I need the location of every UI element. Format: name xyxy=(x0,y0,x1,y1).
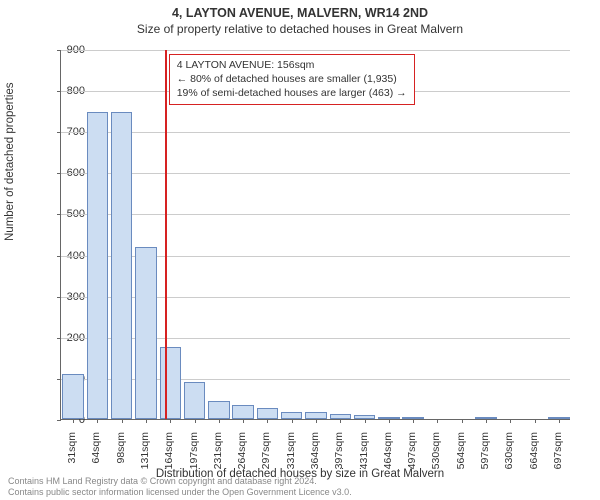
title-sub: Size of property relative to detached ho… xyxy=(0,22,600,36)
x-tick-mark xyxy=(267,419,268,423)
x-tick-label: 530sqm xyxy=(430,432,442,482)
histogram-bar xyxy=(62,374,83,419)
x-tick-mark xyxy=(462,419,463,423)
gridline xyxy=(61,214,570,215)
x-tick-label: 630sqm xyxy=(503,432,515,482)
x-tick-mark xyxy=(389,419,390,423)
x-tick-label: 431sqm xyxy=(358,432,370,482)
x-tick-label: 197sqm xyxy=(188,432,200,482)
x-tick-label: 297sqm xyxy=(260,432,272,482)
x-tick-mark xyxy=(219,419,220,423)
histogram-bar xyxy=(354,415,375,419)
annotation-box: 4 LAYTON AVENUE: 156sqm← 80% of detached… xyxy=(169,54,415,105)
plot-area: 4 LAYTON AVENUE: 156sqm← 80% of detached… xyxy=(60,50,570,420)
x-tick-label: 697sqm xyxy=(552,432,564,482)
x-tick-label: 364sqm xyxy=(309,432,321,482)
histogram-bar xyxy=(281,412,302,419)
footer-line2: Contains public sector information licen… xyxy=(8,487,352,498)
x-tick-mark xyxy=(535,419,536,423)
x-tick-label: 664sqm xyxy=(528,432,540,482)
y-axis-label: Number of detached properties xyxy=(4,82,16,241)
gridline xyxy=(61,132,570,133)
property-marker-line xyxy=(165,50,167,419)
histogram-bar xyxy=(548,417,569,419)
x-tick-label: 331sqm xyxy=(285,432,297,482)
x-tick-label: 98sqm xyxy=(115,432,127,482)
x-tick-label: 64sqm xyxy=(90,432,102,482)
histogram-bar xyxy=(184,382,205,419)
histogram-bar xyxy=(111,112,132,419)
x-tick-mark xyxy=(170,419,171,423)
x-tick-label: 131sqm xyxy=(139,432,151,482)
x-tick-mark xyxy=(413,419,414,423)
x-tick-mark xyxy=(437,419,438,423)
gridline xyxy=(61,50,570,51)
x-tick-mark xyxy=(340,419,341,423)
histogram-bar xyxy=(208,401,229,420)
x-tick-mark xyxy=(146,419,147,423)
annotation-line: 4 LAYTON AVENUE: 156sqm xyxy=(177,58,407,72)
x-tick-label: 597sqm xyxy=(479,432,491,482)
histogram-bar xyxy=(257,408,278,420)
histogram-bar xyxy=(87,112,108,420)
gridline xyxy=(61,173,570,174)
x-tick-mark xyxy=(195,419,196,423)
x-tick-label: 564sqm xyxy=(455,432,467,482)
annotation-line: ← 80% of detached houses are smaller (1,… xyxy=(177,72,407,86)
title-main: 4, LAYTON AVENUE, MALVERN, WR14 2ND xyxy=(0,6,600,20)
x-tick-label: 497sqm xyxy=(406,432,418,482)
histogram-bar xyxy=(402,417,423,419)
footer-line1: Contains HM Land Registry data © Crown c… xyxy=(8,476,352,487)
x-tick-mark xyxy=(97,419,98,423)
x-tick-mark xyxy=(486,419,487,423)
x-tick-mark xyxy=(122,419,123,423)
x-tick-label: 164sqm xyxy=(163,432,175,482)
histogram-bar xyxy=(305,412,326,419)
x-tick-label: 397sqm xyxy=(333,432,345,482)
x-tick-mark xyxy=(559,419,560,423)
x-tick-label: 464sqm xyxy=(382,432,394,482)
histogram-bar xyxy=(160,347,181,419)
histogram-bar xyxy=(232,405,253,419)
footer-text: Contains HM Land Registry data © Crown c… xyxy=(8,476,352,498)
x-tick-mark xyxy=(510,419,511,423)
annotation-line: 19% of semi-detached houses are larger (… xyxy=(177,86,407,100)
chart-container: 4, LAYTON AVENUE, MALVERN, WR14 2ND Size… xyxy=(0,0,600,500)
histogram-bar xyxy=(475,417,496,419)
x-tick-mark xyxy=(316,419,317,423)
histogram-bar xyxy=(378,417,399,419)
x-tick-mark xyxy=(292,419,293,423)
x-tick-label: 31sqm xyxy=(66,432,78,482)
x-tick-label: 264sqm xyxy=(236,432,248,482)
histogram-bar xyxy=(330,414,351,419)
x-tick-mark xyxy=(365,419,366,423)
x-tick-label: 231sqm xyxy=(212,432,224,482)
histogram-bar xyxy=(135,247,156,419)
x-tick-mark xyxy=(243,419,244,423)
